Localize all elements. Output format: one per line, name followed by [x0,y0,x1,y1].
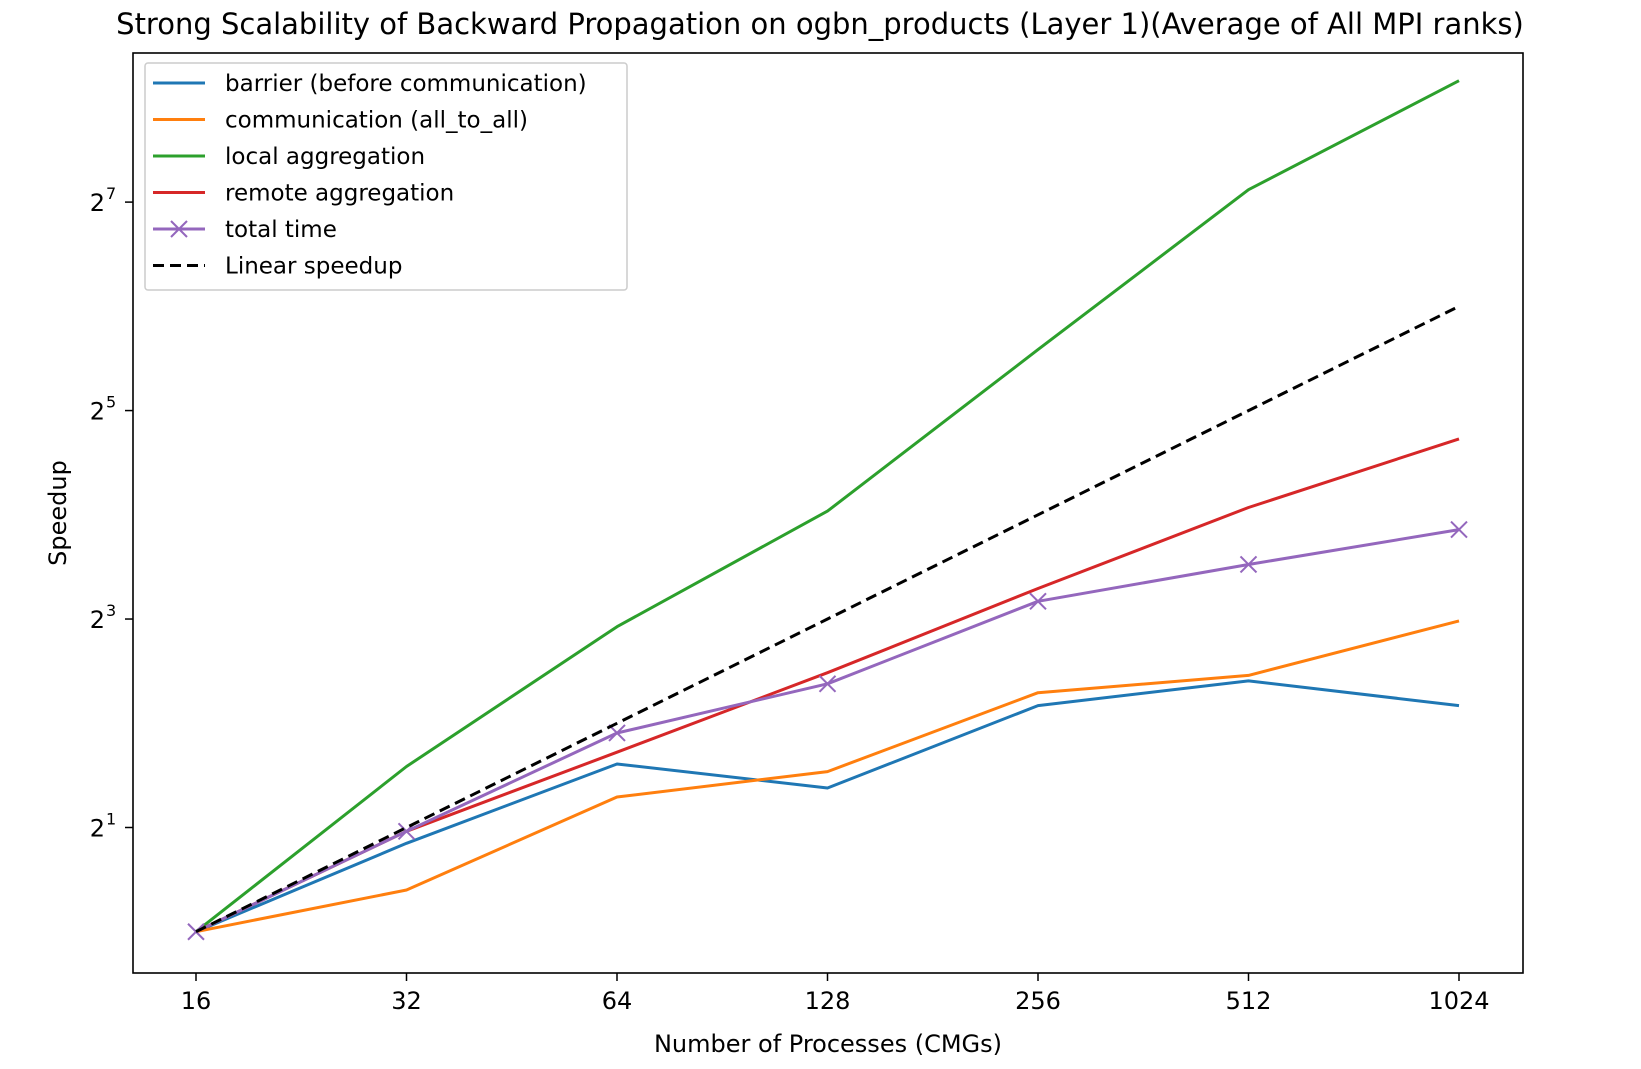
data-point-total-time [608,724,626,742]
legend-label: communication (all_to_all) [225,108,528,134]
chart-title: Strong Scalability of Backward Propagati… [116,7,1524,41]
series-line-barrier-before-communication [195,679,1460,934]
series-line-local-aggregation [195,79,1460,933]
x-tick-label: 32 [391,987,422,1015]
legend-label: remote aggregation [225,181,454,207]
y-tick-label: 2 [90,814,105,842]
marker-stroke [1029,592,1047,611]
x-tick-label: 64 [602,987,633,1015]
y-tick-exponent: 1 [106,809,116,828]
legend-label: barrier (before communication) [225,71,587,97]
data-point-total-time [187,923,205,941]
legend: barrier (before communication) communicat… [144,62,628,291]
y-tick-exponent: 7 [106,184,116,203]
y-tick-exponent: 3 [106,601,116,620]
marker-stroke [608,724,626,742]
x-tick-label: 1024 [1428,987,1489,1015]
legend-item-linear-speedup: Linear speedup [153,254,402,280]
marker-stroke [1239,555,1258,574]
data-point-total-time [818,675,837,693]
series-line-linear-speedup [195,304,1460,934]
legend-label: Linear speedup [225,254,402,280]
legend-item-barrier-before-communication: barrier (before communication) [153,71,587,97]
x-tick-label: 512 [1226,987,1272,1015]
data-point-total-time [1239,555,1258,574]
y-axis: 2 12 32 52 7 [90,184,133,842]
plot-lines [187,79,1468,941]
y-axis-label: Speedup [44,460,72,566]
x-axis-label: Number of Processes (CMGs) [654,1030,1002,1058]
legend-label: total time [225,217,337,243]
legend-item-communication-all-to-all: communication (all_to_all) [153,108,528,134]
data-point-total-time [1450,520,1468,539]
y-tick-label: 2 [90,398,105,426]
x-tick-label: 128 [805,987,851,1015]
marker-stroke [818,675,837,693]
legend-item-total-time: total time [153,217,337,243]
marker-stroke [187,923,205,941]
legend-marker [170,220,188,238]
x-tick-label: 256 [1015,987,1061,1015]
legend-label: local aggregation [225,144,425,170]
marker-stroke [1450,520,1468,539]
x-axis: 16 32 64 128 256 512 1024 [181,973,1490,1015]
series-line-total-time [195,528,1460,934]
data-point-total-time [1029,592,1047,611]
y-tick-exponent: 5 [106,393,116,412]
legend-item-local-aggregation: local aggregation [153,144,425,170]
series-line-communication-all-to-all [195,619,1460,934]
legend-item-remote-aggregation: remote aggregation [153,181,454,207]
y-tick-label: 2 [90,606,105,634]
legend-frame [144,62,628,291]
x-tick-label: 16 [181,987,212,1015]
y-tick-label: 2 [90,189,105,217]
